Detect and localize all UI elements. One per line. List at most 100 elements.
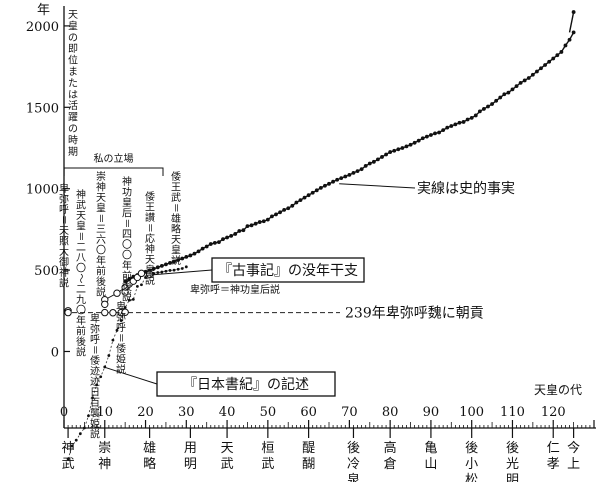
y-axis-title-char: 皇 [68,19,78,32]
historical-point [424,134,429,139]
nihonshoki-point [111,338,115,342]
historical-point [530,72,535,77]
anno-himiko-yamatohime-char: 弥 [116,311,126,324]
nihonshoki-point [123,306,127,309]
emperor-label-100-char: 松 [465,473,478,482]
historical-point [408,142,413,147]
emperor-label-71-char: 泉 [347,472,360,482]
anno-himiko-momoso-char: 呼 [90,334,100,346]
anno-himiko-amaterasu-char: 卑 [59,182,69,195]
nihonshoki-point [119,319,123,322]
historical-point [359,167,364,172]
himiko-point [121,308,129,316]
nihonshoki-point [160,270,164,274]
nihonshoki-point [74,438,78,442]
historical-point [270,214,274,219]
y-tick-label: 1000 [26,183,59,198]
historical-point [473,113,478,118]
anno-himiko-jingu: 卑弥呼＝神功皇后説 [190,283,280,296]
nihonshoki-point [164,269,168,273]
anno-sujin-char: 後 [96,275,106,288]
nihonshoki-point [184,265,188,269]
series-layer [64,10,576,461]
nihonshoki-point [66,457,70,461]
emperor-label-1-char: 武 [62,457,75,472]
historical-point [371,159,376,164]
emperor-label-120-char: 孝 [547,457,560,472]
y-tick-label: 0 [51,345,59,360]
emperor-label-21: 雄略 [143,441,156,472]
historical-point [547,59,552,64]
emperor-label-90-char: 山 [424,457,437,472]
historical-point [237,229,242,233]
himiko-point [64,308,72,317]
historical-point [437,130,441,135]
emperor-label-120: 仁孝 [547,441,560,472]
historical-point [535,69,539,74]
anno-jingu-char: 皇 [122,196,132,209]
anno-jingu-char: 年 [122,259,132,272]
nihonshoki-point [70,444,74,448]
emperor-label-50-char: 桓 [261,441,274,456]
anno-sujin-char: 前 [96,265,106,278]
nihonshoki-point [127,298,131,302]
historical-point [323,183,327,188]
emperor-label-125: 今上 [567,440,580,472]
y-axis-title-char: 即 [68,43,78,55]
historical-point [229,234,234,238]
historical-point [412,140,417,145]
emperor-label-110-char: 光 [506,457,519,472]
y-axis-title-char: 躍 [68,112,78,124]
emperor-label-80-char: 高 [384,440,397,456]
historical-point [253,221,258,226]
anno-wosan-char: ＝ [143,223,154,233]
x-tick-label: 40 [219,405,236,420]
author-point [121,288,129,296]
anno-jimmu-char: 二 [76,243,86,254]
emperor-label-10: 崇神 [98,441,111,472]
anno-sujin-char: 六 [96,234,106,246]
historical-point [490,102,494,106]
historical-point [522,78,527,83]
anno-wobu-char: ＝ [169,203,180,213]
anno-wosan-char: 讃 [145,211,155,224]
historical-point [526,76,531,80]
emperor-label-21-char: 略 [143,456,156,472]
anno-wobu-char: 武 [171,191,181,204]
emperor-label-125-char: 今 [567,440,580,456]
historical-point [551,56,556,61]
nihonshoki-point [99,375,103,379]
historical-point [465,117,470,122]
historical-point [498,95,503,100]
historical-point [506,90,511,95]
historical-label: 実線は史的事実 [417,181,515,197]
nihonshoki-point [78,432,82,436]
shoki-leader [103,366,158,385]
nihonshoki-point [131,297,135,301]
historical-point [306,193,311,198]
anno-himiko-amaterasu-char: ＝ [57,215,68,225]
anno-jingu-char: 四 [122,230,132,241]
y-tick-label: 1500 [26,101,59,116]
historical-point [327,181,331,186]
y-axis-title-char: は [68,89,78,101]
historical-point [286,206,291,211]
historical-point [257,220,262,224]
historical-point [192,251,197,256]
historical-point [274,212,278,217]
y-tick-label: 500 [34,264,59,279]
anno-wobu-char: 王 [171,183,181,194]
kojiki-leader [145,269,213,276]
anno-jimmu-char: ＝ [74,231,85,241]
historical-point [445,125,450,130]
anno-wobu-char: 倭 [171,171,181,183]
emperor-label-50: 桓武 [261,441,274,472]
anno-jingu-char: 〇 [122,250,132,262]
x-tick-label: 70 [341,405,358,420]
anno-jimmu-char: 天 [76,211,86,222]
historical-point [571,30,576,35]
y-axis-title-char: の [68,124,78,135]
nihonshoki-point [91,396,94,400]
